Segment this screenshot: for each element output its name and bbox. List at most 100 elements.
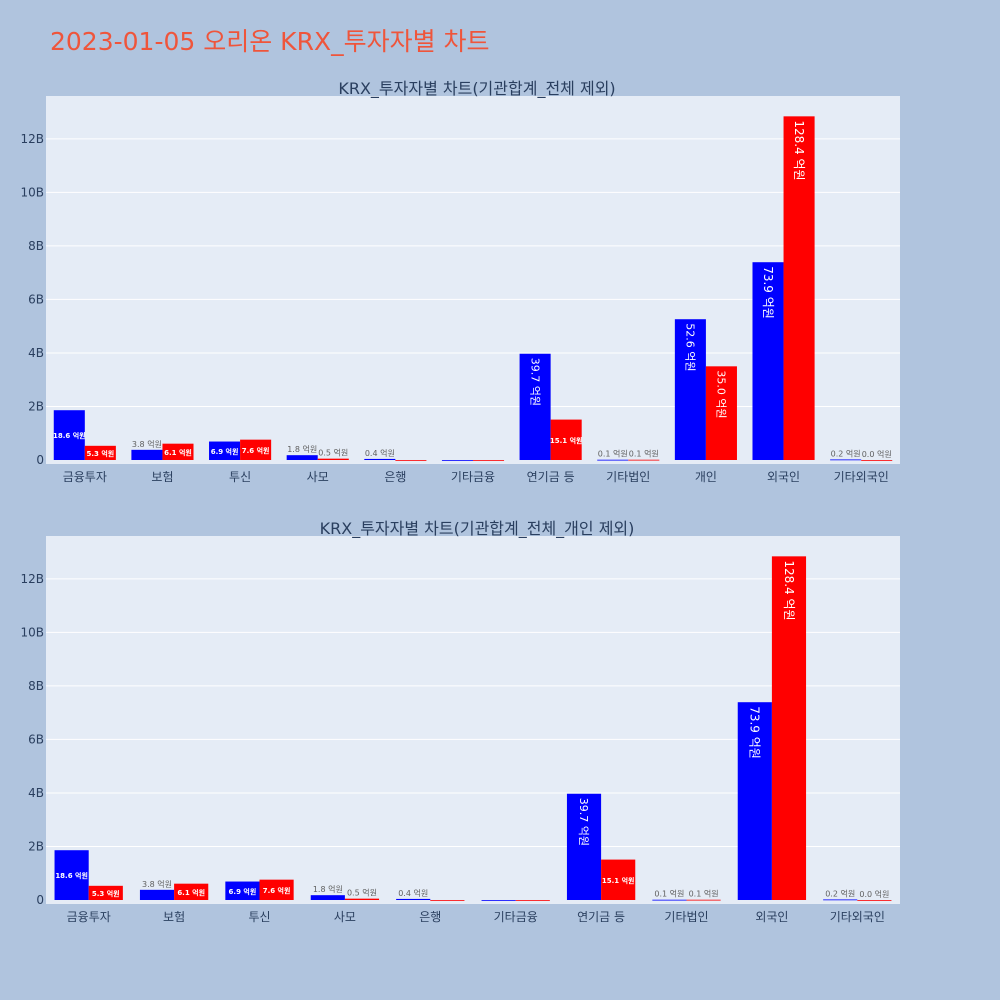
- data-label: 1.8 억원: [287, 444, 317, 454]
- data-label: 35.0 억원: [715, 370, 728, 418]
- bar: [752, 262, 784, 460]
- x-tick-label: 외국인: [755, 910, 788, 924]
- bar: [519, 353, 551, 460]
- data-label: 3.8 억원: [142, 879, 172, 889]
- chart-2: 0 2B 4B 6B 8B 10B 12B KRX_투자자별 차트(기관합계_전체_개인 제외…: [20, 519, 900, 924]
- x-tick-label: 은행: [419, 909, 441, 924]
- bar: [515, 900, 550, 901]
- bar: [652, 899, 687, 901]
- x-tick-label: 기타금융: [494, 910, 538, 924]
- data-label: 39.7 억원: [577, 798, 590, 846]
- bar: [364, 458, 396, 460]
- x-tick-label: 보험: [163, 910, 185, 924]
- y-tick-label: 10B: [20, 185, 44, 199]
- bar: [830, 459, 862, 461]
- bar: [53, 410, 85, 460]
- x-tick-label: 기타금융: [451, 470, 495, 484]
- bar: [84, 445, 116, 460]
- y-tick-label: 6B: [28, 292, 44, 306]
- x-tick-label: 은행: [384, 469, 406, 484]
- x-tick-label: 개인: [695, 470, 717, 484]
- x-tick-label: 기타외국인: [834, 470, 889, 484]
- data-label: 73.9 억원: [748, 706, 762, 759]
- data-label: 6.1 억원: [177, 888, 205, 897]
- chart-1: 0 2B 4B 6B 8B 10B 12B KRX_투자자별 차트(기관합계_전체 제외) 금융…: [20, 79, 900, 484]
- bar: [344, 898, 380, 900]
- bar: [259, 879, 294, 900]
- bar: [823, 899, 858, 901]
- bar: [473, 460, 505, 461]
- data-label: 5.3 억원: [92, 889, 120, 898]
- data-label: 7.6 억원: [242, 446, 270, 455]
- data-label: 52.6 억원: [684, 323, 697, 371]
- y-tick-label: 8B: [28, 679, 44, 693]
- data-label: 128.4 억원: [792, 120, 806, 180]
- bar: [857, 900, 892, 901]
- bar: [240, 439, 272, 460]
- x-tick-label: 투신: [229, 470, 251, 484]
- x-tick-label: 사모: [307, 470, 329, 484]
- bar: [88, 885, 123, 900]
- x-tick-label: 기타법인: [606, 470, 650, 484]
- bar: [674, 319, 706, 460]
- bar: [317, 458, 349, 460]
- bar: [396, 898, 431, 900]
- x-tick-label: 금융투자: [63, 470, 107, 484]
- data-label: 0.1 억원: [598, 449, 628, 459]
- data-label: 1.8 억원: [313, 884, 343, 894]
- data-label: 73.9 억원: [761, 266, 775, 319]
- bar: [737, 702, 772, 900]
- data-label: 18.6 억원: [53, 431, 86, 440]
- data-label: 0.2 억원: [831, 448, 861, 458]
- y-tick-label: 12B: [20, 572, 44, 586]
- data-label: 0.0 억원: [859, 889, 889, 899]
- data-label: 15.1 억원: [550, 436, 583, 445]
- data-label: 0.4 억원: [398, 888, 428, 898]
- page-title: 2023-01-05 오리온 KRX_투자자별 차트: [50, 27, 490, 56]
- bar: [54, 850, 89, 900]
- data-label: 15.1 억원: [602, 876, 635, 885]
- x-tick-label: 연기금 등: [527, 470, 575, 484]
- y-tick-label: 0: [36, 453, 44, 467]
- y-tick-label: 6B: [28, 732, 44, 746]
- bar: [209, 441, 241, 460]
- x-tick-label: 연기금 등: [577, 910, 625, 924]
- data-label: 0.4 억원: [365, 448, 395, 458]
- y-tick-label: 4B: [28, 346, 44, 360]
- data-label: 128.4 억원: [782, 560, 796, 620]
- data-label: 0.2 억원: [825, 888, 855, 898]
- bar: [628, 459, 660, 461]
- y-tick-label: 8B: [28, 239, 44, 253]
- bar: [783, 116, 815, 460]
- x-tick-label: 사모: [334, 910, 356, 924]
- x-tick-label: 보험: [151, 470, 173, 484]
- y-tick-label: 2B: [28, 839, 44, 853]
- bar: [131, 449, 163, 460]
- y-tick-label: 2B: [28, 399, 44, 413]
- data-label: 6.1 억원: [164, 448, 192, 457]
- x-tick-label: 기타법인: [664, 910, 708, 924]
- chart-title: KRX_투자자별 차트(기관합계_전체_개인 제외): [320, 519, 635, 539]
- bar: [395, 460, 427, 461]
- y-tick-label: 10B: [20, 625, 44, 639]
- bar: [310, 895, 345, 900]
- bar: [566, 793, 602, 900]
- x-tick-label: 외국인: [767, 470, 800, 484]
- bar: [174, 883, 209, 900]
- bar: [286, 455, 318, 460]
- x-tick-label: 투신: [248, 910, 270, 924]
- bar: [162, 443, 194, 460]
- data-label: 0.0 억원: [862, 449, 892, 459]
- chart-title: KRX_투자자별 차트(기관합계_전체 제외): [338, 79, 615, 99]
- y-tick-label: 4B: [28, 786, 44, 800]
- y-tick-label: 12B: [20, 132, 44, 146]
- data-label: 6.9 억원: [229, 887, 257, 896]
- data-label: 7.6 억원: [263, 886, 291, 895]
- data-label: 18.6 억원: [55, 871, 88, 880]
- data-label: 0.5 억원: [318, 448, 348, 458]
- bar: [481, 900, 516, 901]
- x-tick-label: 금융투자: [67, 910, 111, 924]
- data-label: 0.1 억원: [629, 449, 659, 459]
- y-tick-label: 0: [36, 893, 44, 907]
